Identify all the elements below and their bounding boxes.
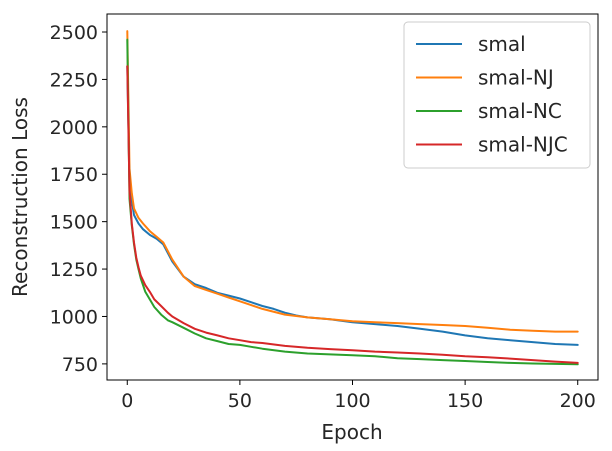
- legend-label-smal-nc: smal-NC: [478, 99, 562, 123]
- y-tick-label: 2500: [50, 22, 98, 44]
- y-tick-label: 1750: [50, 164, 98, 186]
- y-tick-label: 1000: [50, 306, 98, 328]
- y-tick-label: 2000: [50, 117, 98, 139]
- legend-label-smal-nj: smal-NJ: [478, 66, 554, 90]
- x-axis-label: Epoch: [321, 420, 382, 444]
- x-tick-label: 0: [121, 390, 133, 412]
- x-tick-label: 200: [560, 390, 596, 412]
- series-line-smal-njc: [126, 65, 579, 364]
- x-tick-label: 100: [334, 390, 370, 412]
- y-tick-label: 1500: [50, 212, 98, 234]
- legend-label-smal-njc: smal-NJC: [478, 133, 568, 157]
- y-tick-label: 2250: [50, 69, 98, 91]
- legend-label-smal: smal: [478, 32, 526, 56]
- series-line-smal-nj: [126, 30, 579, 333]
- x-tick-label: 150: [447, 390, 483, 412]
- axes: 0 50 100 150 200 750 1000 1250 1500 1750 2000 2250 2…: [50, 13, 599, 412]
- legend: smal smal-NJ smal-NC smal-NJC: [403, 21, 591, 169]
- y-tick-label: 1250: [50, 259, 98, 281]
- y-tick-label: 750: [62, 354, 98, 376]
- series-line-smal: [126, 65, 579, 346]
- x-tick-label: 50: [228, 390, 252, 412]
- legend-box: [403, 21, 591, 169]
- y-axis-label: Reconstruction Loss: [8, 97, 32, 297]
- plot-area: [126, 30, 579, 366]
